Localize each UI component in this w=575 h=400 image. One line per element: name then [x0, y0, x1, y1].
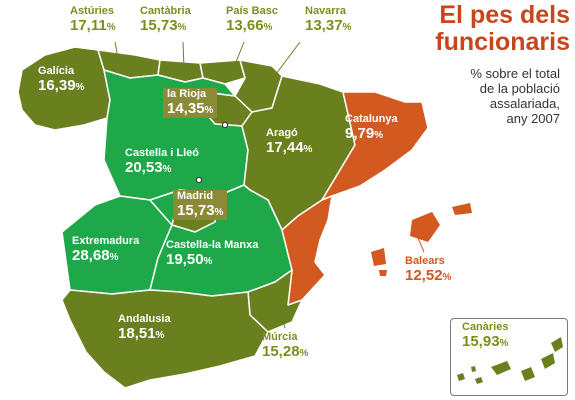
island-formentera — [379, 270, 387, 276]
label-cantabria: Cantàbria 15,73% — [140, 5, 191, 34]
region-pais-valencia — [281, 195, 333, 306]
city-dot-logrono — [221, 121, 229, 129]
label-galicia: Galícia 16,39% — [38, 65, 85, 94]
region-andalusia — [61, 289, 269, 389]
label-asturies: Astúries 17,11% — [70, 5, 116, 34]
map-title: El pes dels funcionaris — [405, 2, 570, 56]
map-subtitle: % sobre el total de la població assalari… — [395, 66, 560, 126]
label-madrid: Madrid 15,73% — [173, 190, 228, 221]
island-menorca — [452, 203, 472, 215]
region-pais-basc — [199, 59, 246, 85]
subtitle-line-2: de la població — [479, 81, 560, 96]
subtitle-line-1: % sobre el total — [470, 66, 560, 81]
region-catalunya — [321, 91, 429, 201]
island-eivissa — [371, 248, 386, 266]
label-arago: Aragó 17,44% — [266, 127, 313, 156]
subtitle-line-4: any 2007 — [506, 111, 561, 126]
island-mallorca — [410, 212, 440, 242]
canaries-inset — [450, 318, 568, 396]
label-navarra: Navarra 13,37% — [305, 5, 352, 34]
label-castella-la-manxa: Castella-la Manxa 19,50% — [166, 239, 259, 268]
label-pais-valencia: País Valencià 12,25% — [338, 219, 408, 248]
label-pais-basc: País Basc 13,66% — [226, 5, 278, 34]
label-catalunya: Catalunya 9,79% — [345, 113, 398, 142]
label-murcia: Múrcia 15,28% — [262, 331, 309, 360]
label-extremadura: Extremadura 28,68% — [72, 235, 140, 264]
label-andalusia: Andalusia 18,51% — [118, 313, 171, 342]
label-la-rioja: la Rioja 14,35% — [163, 88, 218, 119]
canaries-islands — [457, 337, 563, 384]
label-castella-i-lleo: Castella i Lleó 20,53% — [125, 147, 199, 176]
city-dot-madrid — [195, 176, 203, 184]
label-canaries: Canàries 15,93% — [462, 321, 509, 350]
title-line-1: El pes dels — [439, 1, 570, 29]
subtitle-line-3: assalariada, — [489, 96, 560, 111]
title-line-2: funcionaris — [435, 28, 570, 56]
label-balears: Balears 12,52% — [405, 255, 452, 284]
